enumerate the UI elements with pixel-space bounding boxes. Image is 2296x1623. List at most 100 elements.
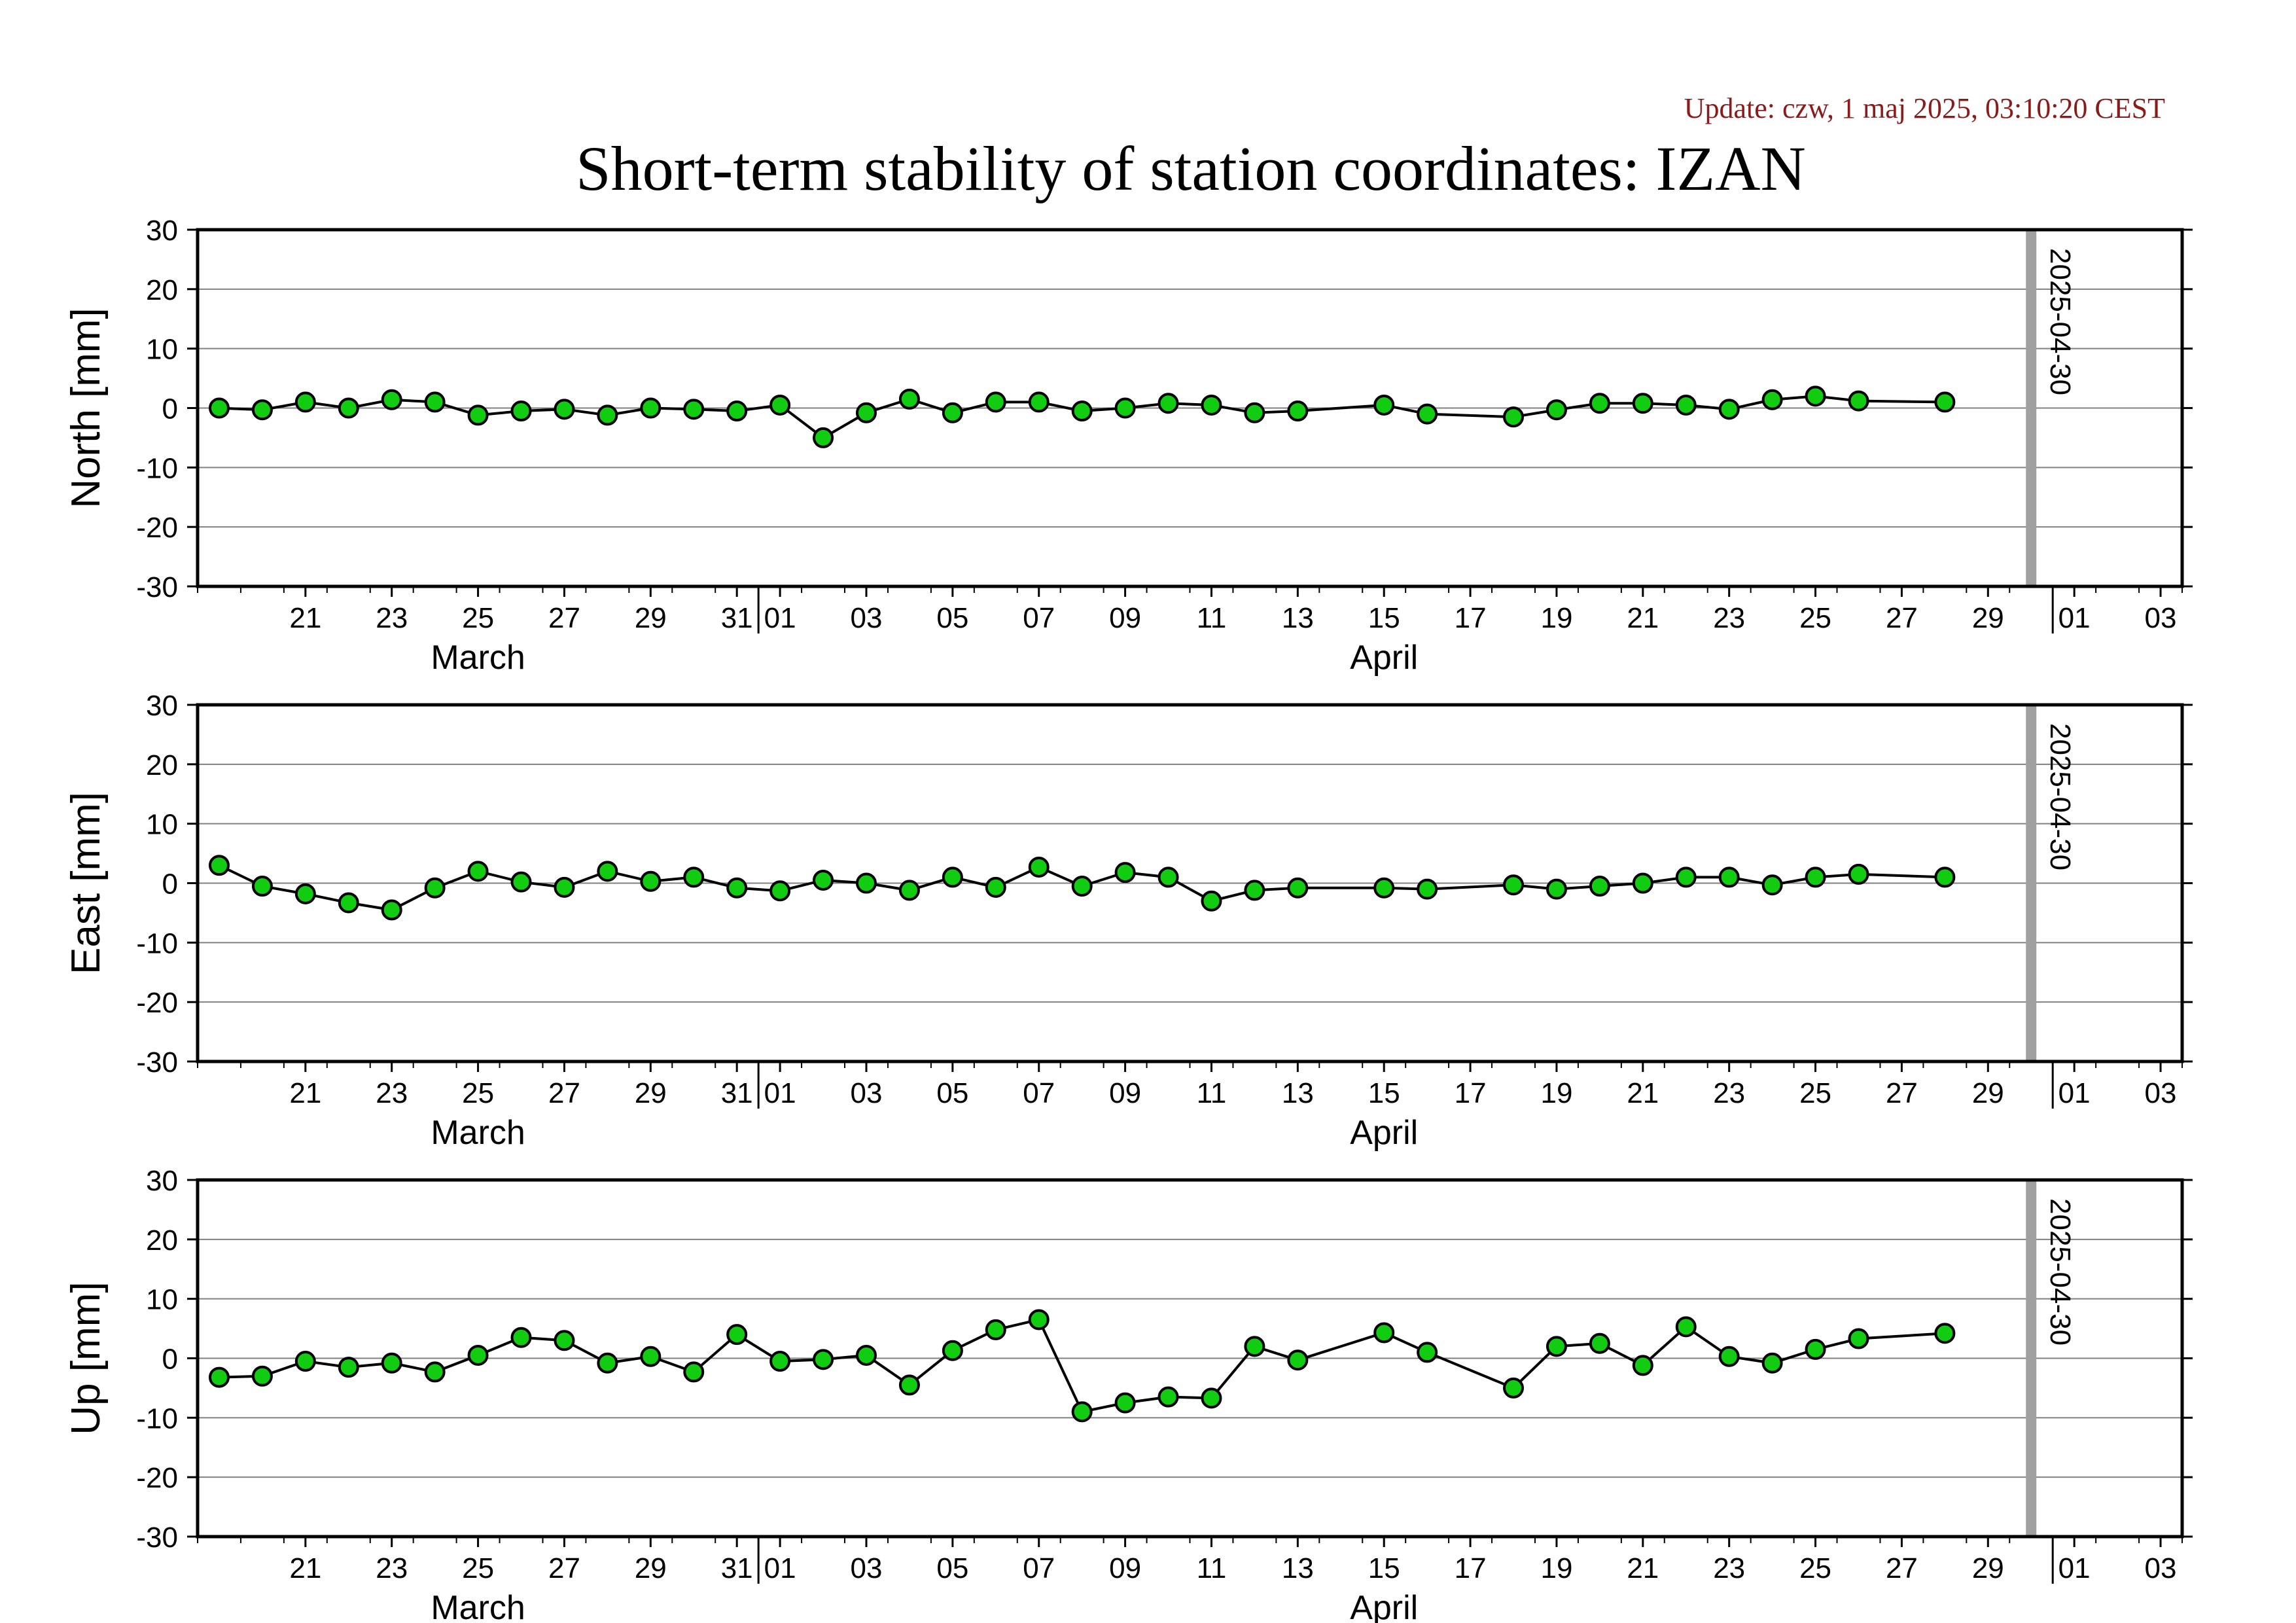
data-point: [1545, 878, 1567, 900]
x-tick-label: 01: [2058, 602, 2091, 634]
data-point: [769, 880, 791, 902]
x-tick-label: 05: [936, 1552, 968, 1584]
x-tick-label: 11: [1197, 602, 1227, 634]
data-point: [942, 402, 963, 423]
data-point: [1244, 1336, 1265, 1357]
data-point: [510, 871, 532, 893]
data-point: [597, 861, 618, 882]
data-point: [1157, 1386, 1179, 1408]
x-tick-label: 03: [2145, 1077, 2177, 1109]
data-point: [813, 869, 834, 891]
page-title: Short-term stability of station coordina…: [576, 134, 1806, 204]
data-point: [467, 404, 489, 426]
data-point: [1632, 872, 1653, 894]
data-point: [1201, 1387, 1222, 1409]
y-axis-label: East [mm]: [63, 792, 109, 974]
data-point: [1503, 874, 1525, 896]
y-tick-label: -20: [136, 1462, 178, 1494]
y-tick-label: 30: [146, 215, 178, 247]
data-point: [726, 877, 748, 899]
y-tick-label: 20: [146, 749, 178, 781]
data-point: [1287, 401, 1309, 422]
data-point: [554, 876, 575, 898]
data-point: [1632, 393, 1653, 414]
data-point: [381, 389, 402, 410]
y-tick-label: 10: [146, 334, 178, 366]
data-point: [1718, 866, 1740, 888]
data-point: [1632, 1355, 1653, 1376]
data-point: [338, 1357, 359, 1378]
x-tick-label: 27: [1886, 1552, 1918, 1584]
x-tick-label: 03: [851, 1077, 883, 1109]
month-label: March: [431, 639, 525, 677]
data-point: [597, 404, 618, 426]
data-point: [1805, 385, 1826, 407]
month-label: April: [1350, 1114, 1418, 1152]
x-tick-label: 23: [376, 1077, 408, 1109]
data-point: [942, 1340, 963, 1361]
x-tick-label: 21: [1627, 1077, 1659, 1109]
x-tick-label: 13: [1282, 602, 1314, 634]
x-tick-label: 03: [2145, 602, 2177, 634]
data-point: [898, 1374, 920, 1396]
data-point: [1718, 1346, 1740, 1367]
data-point: [1848, 1328, 1869, 1349]
y-tick-label: 0: [162, 868, 178, 901]
y-tick-label: 10: [146, 809, 178, 841]
data-point: [294, 1351, 316, 1372]
data-point: [1589, 1332, 1610, 1354]
data-point: [1503, 1377, 1525, 1399]
data-point: [1114, 1392, 1136, 1414]
data-point: [1114, 862, 1136, 883]
data-point: [1028, 1309, 1050, 1330]
x-tick-label: 09: [1109, 1552, 1141, 1584]
data-point: [855, 402, 877, 423]
x-tick-label: 29: [1972, 602, 2004, 634]
x-tick-label: 03: [851, 602, 883, 634]
current-date-label: 2025-04-30: [2044, 248, 2076, 395]
y-tick-label: -10: [136, 927, 178, 959]
x-tick-label: 03: [851, 1552, 883, 1584]
data-point: [1287, 877, 1309, 899]
data-point: [1761, 874, 1783, 896]
x-tick-label: 25: [1799, 1077, 1831, 1109]
x-tick-label: 25: [462, 602, 494, 634]
x-tick-label: 25: [1799, 1552, 1831, 1584]
month-label: April: [1350, 1589, 1418, 1623]
x-tick-label: 23: [1713, 1552, 1745, 1584]
data-point: [1201, 394, 1222, 416]
data-point: [898, 388, 920, 410]
panel-north: 2025-04-30 30 20 10 0 -10 -20 -30 North [mm] 21 23…: [63, 215, 2193, 677]
data-point: [985, 1319, 1006, 1340]
x-tick-label: 05: [936, 1077, 968, 1109]
current-date-label: 2025-04-30: [2044, 1198, 2076, 1346]
data-point: [1589, 393, 1610, 414]
x-tick-label: 23: [376, 602, 408, 634]
data-point: [1028, 391, 1050, 413]
data-point: [467, 861, 489, 882]
data-point: [1805, 866, 1826, 888]
y-tick-label: -30: [136, 571, 178, 603]
x-tick-label: 21: [289, 1077, 321, 1109]
x-tick-label: 19: [1540, 602, 1572, 634]
x-tick-label: 19: [1540, 1552, 1572, 1584]
x-tick-label: 01: [2058, 1552, 2091, 1584]
x-tick-label: 27: [548, 1077, 580, 1109]
data-point: [1589, 876, 1610, 897]
data-point: [510, 1327, 532, 1348]
data-point: [251, 399, 273, 421]
x-tick-label: 21: [289, 1552, 321, 1584]
x-tick-label: 07: [1023, 1077, 1055, 1109]
data-point: [510, 401, 532, 422]
data-point: [208, 1366, 230, 1388]
x-tick-label: 29: [1972, 1077, 2004, 1109]
data-point: [855, 872, 877, 894]
x-tick-label: 17: [1455, 1077, 1487, 1109]
x-tick-label: 21: [1627, 602, 1659, 634]
data-point: [1157, 393, 1179, 414]
data-point: [554, 399, 575, 420]
x-tick-label: 27: [1886, 1077, 1918, 1109]
data-point: [985, 391, 1006, 413]
month-label: April: [1350, 639, 1418, 677]
